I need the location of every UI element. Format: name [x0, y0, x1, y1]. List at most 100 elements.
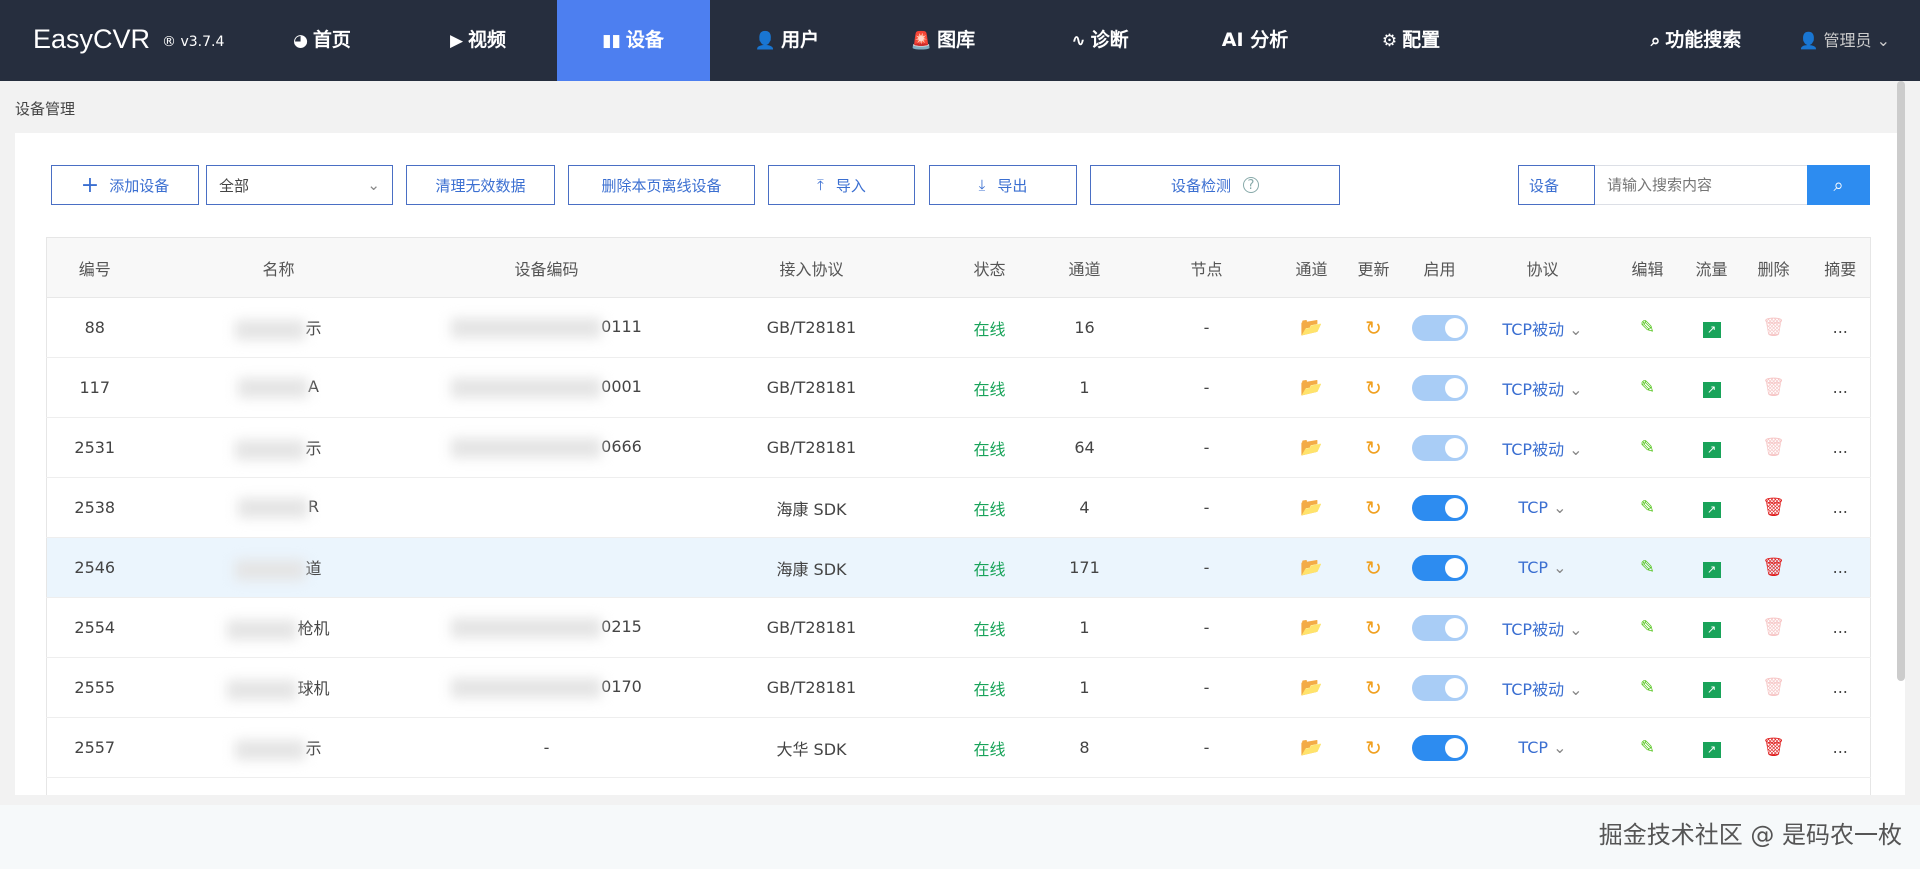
folder-open-icon[interactable]: 📂 [1300, 437, 1323, 458]
table-row[interactable]: 2555 球机 0170 GB/T28181 在线 1 - 📂 ↻ TCP被动 … [46, 657, 1871, 718]
refresh-icon[interactable]: ↻ [1365, 675, 1382, 700]
trash-icon[interactable]: 🗑 [1762, 317, 1785, 338]
folder-open-icon[interactable]: 📂 [1300, 557, 1323, 578]
folder-open-icon[interactable]: 📂 [1300, 497, 1323, 518]
export-button[interactable]: ⤓ 导出 [929, 165, 1077, 205]
enable-toggle[interactable] [1411, 494, 1468, 521]
nav-item-7[interactable]: ⚙ 配置 [1381, 29, 1441, 51]
enable-toggle[interactable] [1411, 614, 1468, 641]
column-header: 状态 [944, 237, 1035, 298]
protocol-select[interactable]: TCP ⌄ [1476, 537, 1609, 598]
trash-icon[interactable]: 🗑 [1762, 437, 1785, 458]
enable-toggle[interactable] [1411, 554, 1468, 581]
search-field-select[interactable]: 设备 [1518, 165, 1595, 205]
summary-more[interactable]: ... [1810, 477, 1871, 538]
summary-more[interactable]: ... [1810, 357, 1871, 418]
edit-icon[interactable]: ✎ [1639, 497, 1656, 518]
traffic-chart-icon[interactable]: ↗ [1702, 321, 1721, 338]
table-row[interactable]: 2538 R 海康 SDK 在线 4 - 📂 ↻ TCP ⌄ ✎ ↗ 🗑 ... [46, 477, 1871, 538]
summary-more[interactable]: ... [1810, 597, 1871, 658]
table-row[interactable]: 2557 示 - 大华 SDK 在线 8 - 📂 ↻ TCP ⌄ ✎ ↗ 🗑 .… [46, 717, 1871, 778]
delete-offline-button[interactable]: 删除本页离线设备 [568, 165, 755, 205]
edit-icon[interactable]: ✎ [1639, 557, 1656, 578]
refresh-icon[interactable]: ↻ [1365, 555, 1382, 580]
trash-icon[interactable]: 🗑 [1762, 497, 1785, 518]
folder-open-icon[interactable]: 📂 [1300, 677, 1323, 698]
edit-icon[interactable]: ✎ [1639, 617, 1656, 638]
clean-invalid-button[interactable]: 清理无效数据 [406, 165, 555, 205]
enable-toggle[interactable] [1411, 434, 1468, 461]
search-button[interactable]: ⌕ [1807, 165, 1870, 205]
traffic-chart-icon[interactable]: ↗ [1702, 681, 1721, 698]
enable-toggle[interactable] [1411, 314, 1468, 341]
refresh-icon[interactable]: ↻ [1365, 375, 1382, 400]
summary-more[interactable]: ... [1810, 657, 1871, 718]
nav-item-6[interactable]: AI 分析 [1221, 29, 1289, 51]
import-button[interactable]: ⤒ 导入 [768, 165, 915, 205]
trash-icon[interactable]: 🗑 [1762, 557, 1785, 578]
enable-toggle[interactable] [1411, 674, 1468, 701]
refresh-icon[interactable]: ↻ [1365, 615, 1382, 640]
function-search-button[interactable]: ⌕ 功能搜索 [1650, 29, 1742, 51]
table-row[interactable]: 2546 道 海康 SDK 在线 171 - 📂 ↻ TCP ⌄ ✎ ↗ 🗑 .… [46, 537, 1871, 598]
traffic-chart-icon[interactable]: ↗ [1702, 441, 1721, 458]
enable-toggle[interactable] [1411, 374, 1468, 401]
trash-icon[interactable]: 🗑 [1762, 677, 1785, 698]
refresh-icon[interactable]: ↻ [1365, 735, 1382, 760]
nav-item-3[interactable]: 👤 用户 [754, 29, 820, 51]
edit-icon[interactable]: ✎ [1639, 317, 1656, 338]
traffic-chart-icon[interactable]: ↗ [1702, 561, 1721, 578]
edit-icon[interactable]: ✎ [1639, 737, 1656, 758]
summary-more[interactable]: ... [1810, 297, 1871, 358]
protocol-select[interactable]: TCP被动 ⌄ [1476, 417, 1609, 478]
protocol-select[interactable]: TCP被动 ⌄ [1476, 657, 1609, 718]
traffic-chart-icon[interactable]: ↗ [1702, 621, 1721, 638]
folder-open-icon[interactable]: 📂 [1300, 377, 1323, 398]
trash-icon[interactable]: 🗑 [1762, 377, 1785, 398]
protocol-select[interactable]: TCP ⌄ [1476, 717, 1609, 778]
trash-icon[interactable]: 🗑 [1762, 737, 1785, 758]
traffic-chart-icon[interactable]: ↗ [1702, 381, 1721, 398]
protocol-select[interactable]: TCP被动 ⌄ [1476, 597, 1609, 658]
filter-select[interactable]: 全部 ⌄ [206, 165, 393, 205]
folder-open-icon[interactable]: 📂 [1300, 737, 1323, 758]
refresh-icon[interactable]: ↻ [1365, 495, 1382, 520]
protocol-select[interactable]: TCP被动 ⌄ [1476, 297, 1609, 358]
edit-icon[interactable]: ✎ [1639, 677, 1656, 698]
folder-open-icon[interactable]: 📂 [1300, 617, 1323, 638]
user-menu[interactable]: 👤 管理员 ⌄ [1798, 31, 1890, 50]
summary-more[interactable]: ... [1810, 537, 1871, 598]
table-row[interactable]: 117 A 0001 GB/T28181 在线 1 - 📂 ↻ TCP被动 ⌄ … [46, 357, 1871, 418]
summary-more[interactable]: ... [1810, 717, 1871, 778]
table-row[interactable]: 88 示 0111 GB/T28181 在线 16 - 📂 ↻ TCP被动 ⌄ … [46, 297, 1871, 358]
device-code: 0170 [414, 657, 679, 718]
folder-open-icon[interactable]: 📂 [1300, 317, 1323, 338]
table-row[interactable]: 2531 示 0666 GB/T28181 在线 64 - 📂 ↻ TCP被动 … [46, 417, 1871, 478]
refresh-icon[interactable]: ↻ [1365, 435, 1382, 460]
edit-icon[interactable]: ✎ [1639, 377, 1656, 398]
nav-item-4[interactable]: 🚨 图库 [910, 29, 976, 51]
add-device-button[interactable]: + 添加设备 [51, 165, 199, 205]
protocol-select[interactable]: TCP ⌄ [1476, 477, 1609, 538]
traffic-chart-icon[interactable]: ↗ [1702, 501, 1721, 518]
nav-item-2[interactable]: ▮▮ 设备 [602, 29, 664, 51]
channel-count: 16 [1034, 297, 1135, 358]
refresh-icon[interactable]: ↻ [1365, 315, 1382, 340]
trash-icon[interactable]: 🗑 [1762, 617, 1785, 638]
table-row[interactable]: 2554 枪机 0215 GB/T28181 在线 1 - 📂 ↻ TCP被动 … [46, 597, 1871, 658]
edit-icon[interactable]: ✎ [1639, 437, 1656, 458]
nav-item-5[interactable]: ∿ 诊断 [1071, 29, 1129, 51]
access-protocol: GB/T28181 [678, 657, 945, 718]
search-input[interactable] [1595, 166, 1807, 204]
nav-item-1[interactable]: ▶ 视频 [449, 29, 507, 51]
enable-toggle[interactable] [1411, 734, 1468, 761]
protocol-select[interactable]: TCP被动 ⌄ [1476, 357, 1609, 418]
summary-more[interactable]: ... [1810, 417, 1871, 478]
nav-item-0[interactable]: ◕ 首页 [293, 29, 351, 51]
column-header: 启用 [1402, 237, 1477, 298]
scrollbar[interactable] [1897, 81, 1905, 681]
traffic-chart-icon[interactable]: ↗ [1702, 741, 1721, 758]
device-id: 2538 [46, 477, 143, 538]
breadcrumb: 设备管理 [15, 100, 76, 118]
device-detect-button[interactable]: 设备检测? [1090, 165, 1340, 205]
